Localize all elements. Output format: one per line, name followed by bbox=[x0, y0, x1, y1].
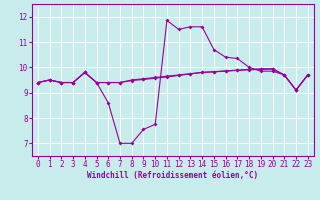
X-axis label: Windchill (Refroidissement éolien,°C): Windchill (Refroidissement éolien,°C) bbox=[87, 171, 258, 180]
